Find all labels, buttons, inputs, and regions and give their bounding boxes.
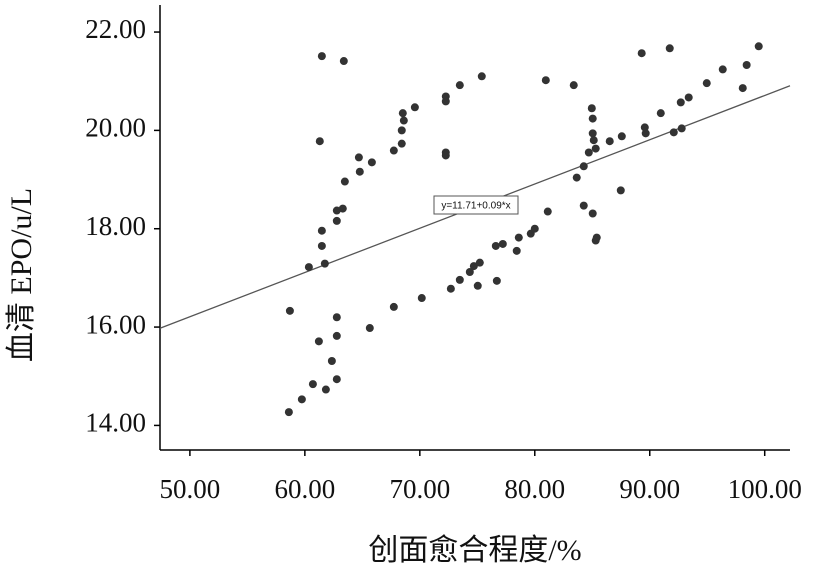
point bbox=[314, 337, 323, 346]
fit-label: y=11.71+0.09*x bbox=[441, 201, 510, 212]
point bbox=[588, 114, 597, 123]
point bbox=[477, 72, 486, 81]
x-tick-label: 80.00 bbox=[504, 474, 565, 504]
point bbox=[410, 103, 419, 112]
point bbox=[332, 375, 341, 384]
point bbox=[587, 104, 596, 113]
point bbox=[669, 128, 678, 137]
point bbox=[640, 123, 649, 132]
point bbox=[684, 93, 693, 102]
point bbox=[465, 268, 474, 276]
point bbox=[327, 357, 336, 365]
point bbox=[397, 126, 406, 135]
point bbox=[492, 276, 501, 285]
y-axis-label: 血清 EPO/u/L bbox=[5, 188, 38, 362]
point bbox=[332, 216, 341, 225]
point bbox=[389, 146, 398, 155]
point bbox=[317, 226, 326, 235]
y-tick-label: 14.00 bbox=[85, 408, 146, 438]
point bbox=[475, 258, 484, 267]
point bbox=[446, 284, 455, 293]
point bbox=[441, 151, 450, 160]
y-tick-label: 16.00 bbox=[85, 309, 146, 339]
point bbox=[455, 81, 464, 90]
point bbox=[591, 236, 600, 245]
point bbox=[718, 65, 727, 74]
point bbox=[399, 116, 408, 125]
point bbox=[297, 395, 306, 404]
point bbox=[332, 313, 341, 322]
point bbox=[491, 241, 500, 250]
point bbox=[284, 408, 293, 417]
point bbox=[589, 136, 598, 145]
point bbox=[641, 129, 650, 138]
point bbox=[365, 324, 374, 333]
point bbox=[579, 162, 588, 171]
point bbox=[605, 137, 614, 146]
point bbox=[637, 49, 646, 58]
y-tick-label: 22.00 bbox=[85, 14, 146, 44]
x-tick-label: 60.00 bbox=[274, 474, 335, 504]
point bbox=[754, 42, 763, 51]
point bbox=[389, 302, 398, 311]
point bbox=[398, 109, 407, 118]
point bbox=[530, 224, 539, 233]
point bbox=[572, 173, 581, 182]
point bbox=[340, 177, 349, 186]
x-axis-label: 创面愈合程度/% bbox=[368, 534, 581, 567]
point bbox=[320, 259, 329, 268]
point bbox=[332, 331, 341, 340]
point bbox=[321, 385, 330, 394]
point bbox=[354, 153, 363, 162]
point bbox=[469, 262, 478, 271]
point bbox=[702, 79, 711, 88]
point bbox=[514, 233, 523, 242]
point bbox=[285, 306, 294, 315]
point bbox=[317, 241, 326, 250]
x-tick-label: 90.00 bbox=[619, 474, 680, 504]
point bbox=[569, 81, 578, 90]
point bbox=[473, 281, 482, 290]
point bbox=[367, 158, 376, 167]
point bbox=[738, 84, 747, 93]
point bbox=[339, 57, 348, 66]
point bbox=[455, 275, 464, 284]
point bbox=[512, 246, 521, 255]
point bbox=[498, 239, 507, 248]
x-tick-label: 100.00 bbox=[728, 474, 802, 504]
point bbox=[397, 139, 406, 148]
x-tick-label: 70.00 bbox=[389, 474, 450, 504]
point bbox=[617, 132, 626, 141]
point bbox=[588, 209, 597, 218]
y-tick-label: 18.00 bbox=[85, 211, 146, 241]
point bbox=[304, 263, 313, 272]
point bbox=[417, 294, 426, 303]
point bbox=[308, 380, 317, 389]
point bbox=[317, 52, 326, 61]
point bbox=[579, 201, 588, 210]
point bbox=[588, 129, 597, 138]
point bbox=[332, 206, 341, 215]
point bbox=[315, 137, 324, 146]
point bbox=[441, 97, 450, 106]
point bbox=[742, 60, 751, 69]
point bbox=[543, 207, 552, 216]
point bbox=[355, 167, 364, 176]
point bbox=[616, 186, 625, 195]
point bbox=[656, 109, 665, 118]
point bbox=[676, 98, 685, 107]
point bbox=[591, 144, 600, 153]
fit-label-box bbox=[433, 195, 519, 215]
point bbox=[665, 44, 674, 53]
point bbox=[677, 124, 686, 133]
y-tick-label: 20.00 bbox=[85, 113, 146, 143]
point bbox=[584, 148, 593, 157]
x-tick-label: 50.00 bbox=[160, 474, 221, 504]
point bbox=[541, 76, 550, 85]
